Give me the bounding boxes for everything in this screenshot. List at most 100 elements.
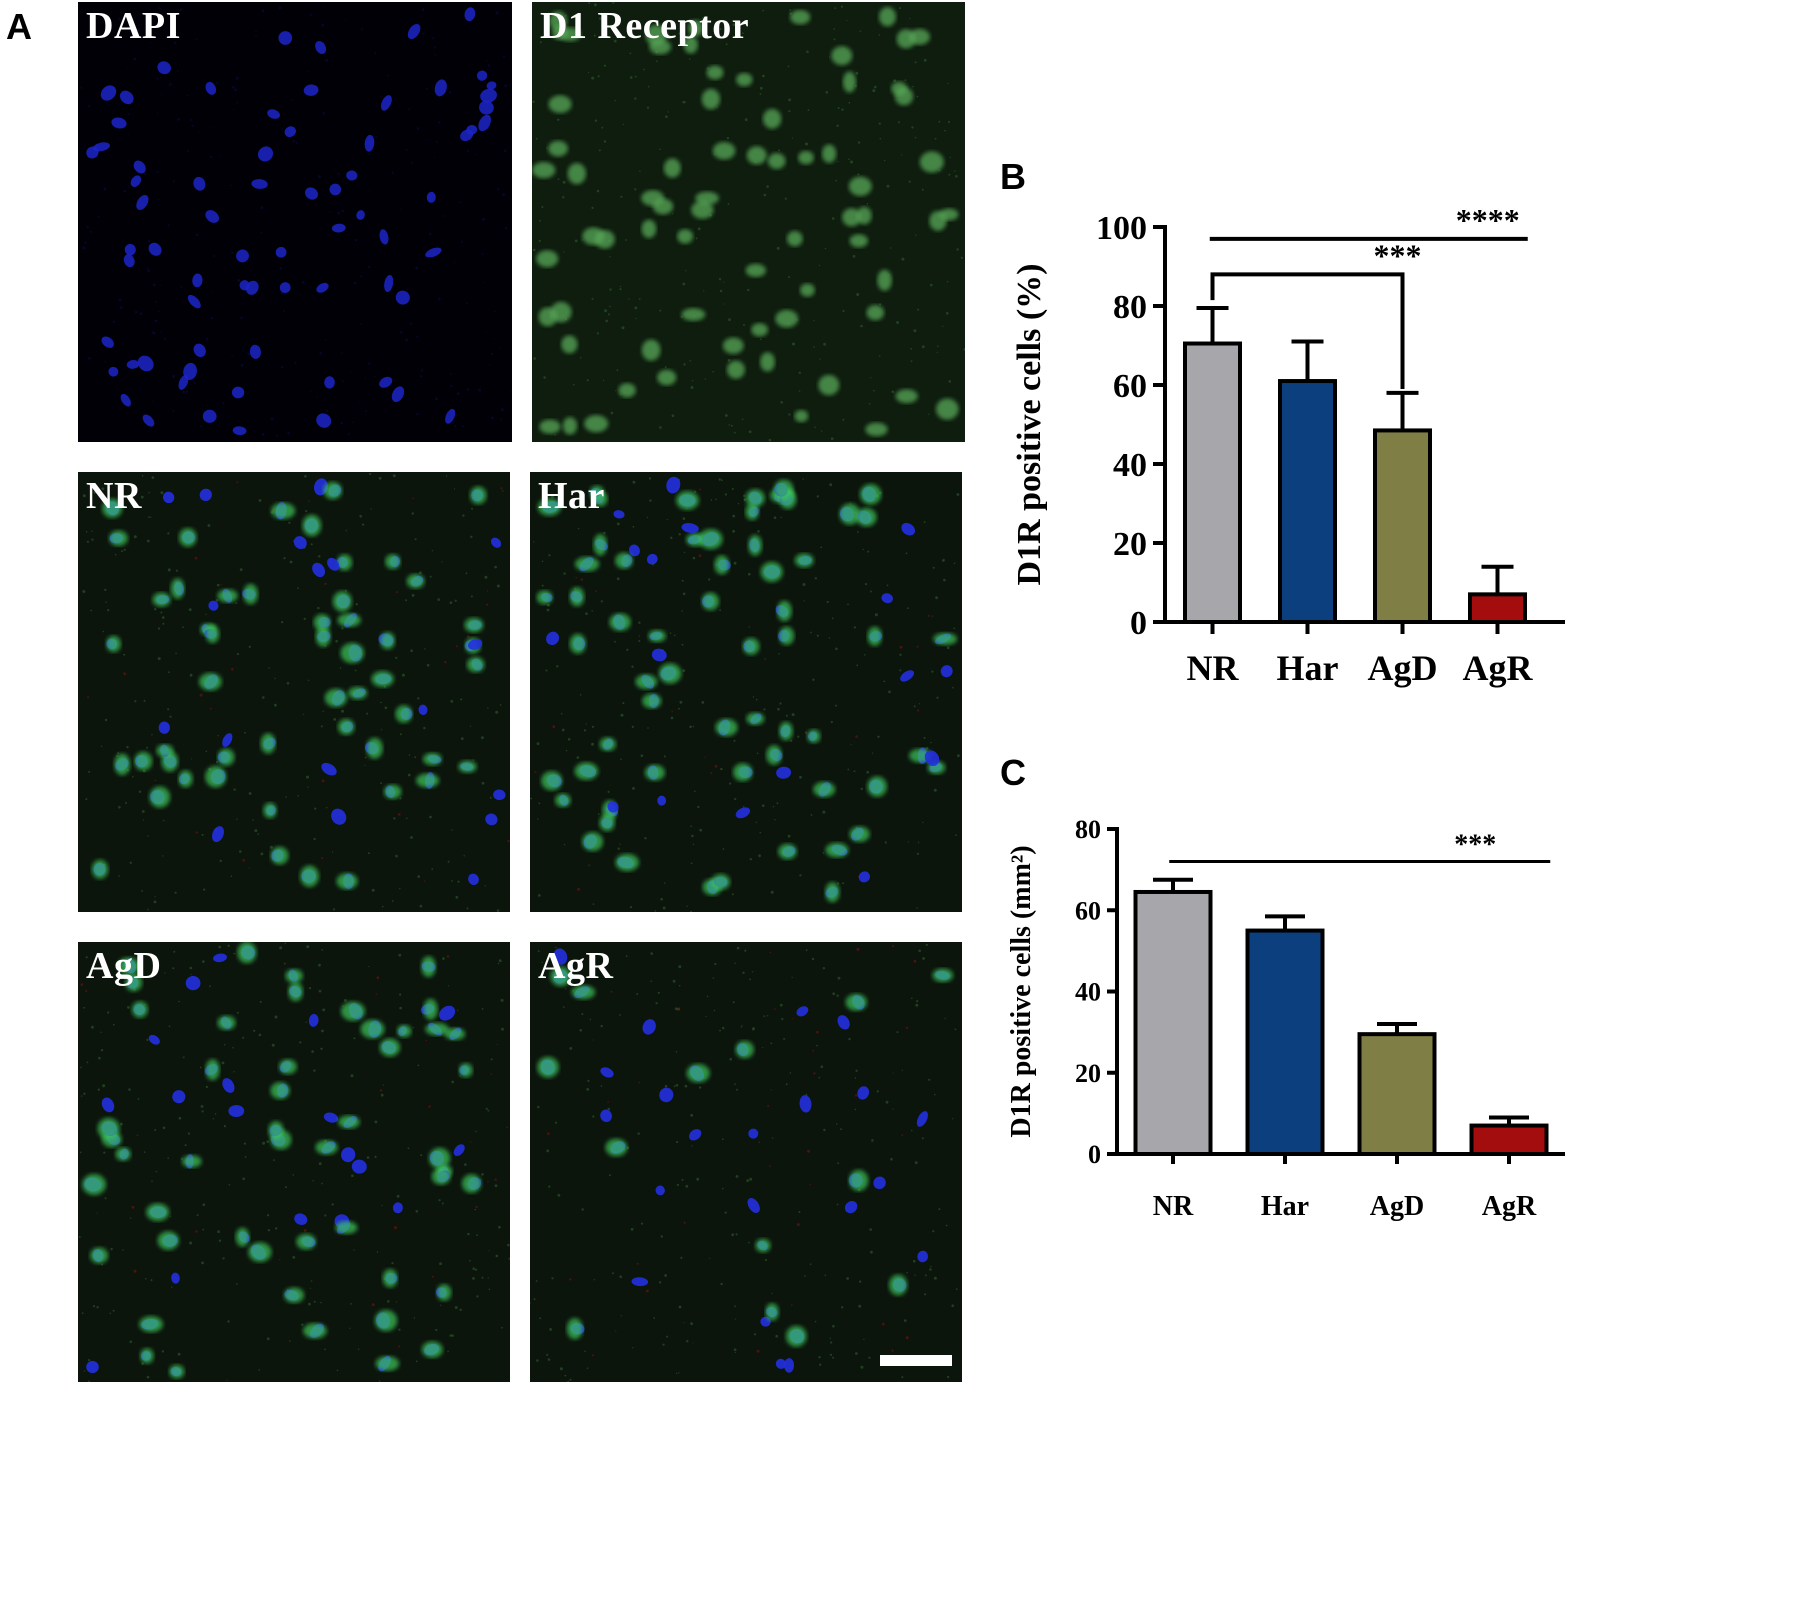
nucleus	[101, 336, 114, 348]
speckle	[435, 1328, 438, 1332]
speckle	[167, 568, 171, 572]
receptor-signal	[867, 776, 887, 797]
speckle	[646, 106, 650, 109]
speckle	[948, 173, 951, 176]
speckle	[886, 584, 889, 587]
receptor-signal	[746, 146, 767, 165]
speckle	[379, 1089, 383, 1092]
speckle	[202, 1228, 205, 1231]
speckle	[749, 858, 752, 861]
speckle	[818, 264, 820, 267]
speckle	[594, 119, 598, 122]
nucleus	[600, 1109, 612, 1123]
speckle	[767, 1104, 770, 1107]
speckle	[952, 1118, 954, 1120]
receptor-signal	[117, 957, 140, 975]
speckle	[319, 351, 322, 355]
speckle	[936, 351, 938, 353]
speckle	[723, 303, 725, 305]
speckle	[830, 1341, 833, 1344]
speckle	[104, 718, 108, 722]
speckle	[718, 278, 722, 281]
speckle	[921, 1137, 924, 1140]
speckle	[601, 126, 604, 129]
receptor-signal	[421, 956, 436, 977]
speckle	[367, 852, 370, 855]
speckle	[280, 365, 284, 369]
speckle	[749, 978, 751, 981]
speckle	[309, 1287, 312, 1289]
speckle	[80, 1066, 82, 1069]
speckle	[913, 705, 916, 708]
speckle	[918, 703, 920, 705]
scale-bar	[880, 1355, 952, 1366]
speckle	[368, 965, 370, 968]
speckle	[905, 1026, 909, 1029]
receptor-signal	[895, 389, 918, 404]
receptor-signal	[170, 578, 185, 599]
speckle	[781, 1017, 784, 1021]
speckle	[127, 134, 129, 136]
speckle	[449, 1334, 452, 1337]
receptor-signal	[303, 1323, 327, 1339]
receptor-signal	[848, 176, 872, 196]
speckle	[159, 331, 162, 333]
speckle	[410, 836, 413, 839]
nucleus	[747, 1198, 760, 1213]
speckle	[200, 1105, 204, 1108]
nucleus	[445, 408, 456, 424]
speckle	[589, 1018, 592, 1021]
speckle	[160, 284, 162, 286]
speckle	[756, 1349, 760, 1353]
speckle	[772, 806, 775, 808]
speckle	[592, 1039, 594, 1041]
speckle	[154, 1129, 157, 1131]
speckle	[266, 1337, 270, 1341]
speckle	[947, 82, 949, 85]
speckle	[806, 50, 809, 54]
speckle	[918, 949, 921, 953]
speckle	[873, 389, 875, 392]
speckle	[199, 1066, 202, 1069]
nucleus	[439, 1005, 456, 1021]
speckle	[501, 1027, 504, 1031]
receptor-signal	[599, 737, 616, 752]
speckle	[703, 290, 705, 292]
speckle	[481, 1008, 484, 1010]
speckle	[490, 1073, 493, 1075]
speckle	[226, 1379, 228, 1382]
speckle	[762, 1046, 764, 1049]
speckle	[660, 897, 663, 901]
nucleus	[379, 229, 389, 245]
speckle	[855, 1069, 858, 1072]
receptor-signal	[125, 973, 143, 992]
speckle	[770, 890, 774, 894]
speckle	[626, 648, 629, 651]
speckle	[946, 1375, 950, 1379]
speckle	[360, 28, 363, 31]
receptor-signal	[205, 1059, 220, 1081]
speckle	[167, 1157, 169, 1159]
speckle	[182, 390, 186, 394]
speckle	[510, 390, 512, 392]
speckle	[321, 857, 324, 859]
speckle	[734, 798, 737, 801]
nucleus	[799, 1095, 812, 1113]
nucleus	[479, 100, 494, 115]
speckle	[299, 1041, 302, 1044]
speckle	[398, 813, 401, 816]
speckle	[858, 1304, 862, 1308]
speckle	[107, 609, 110, 612]
speckle	[369, 63, 371, 65]
speckle	[455, 645, 458, 648]
speckle	[549, 1328, 552, 1331]
speckle	[301, 1323, 304, 1326]
speckle	[281, 621, 284, 624]
speckle	[856, 664, 859, 667]
speckle	[133, 535, 137, 539]
speckle	[539, 219, 541, 222]
speckle	[413, 1027, 415, 1029]
receptor-signal	[742, 637, 760, 655]
speckle	[281, 128, 283, 130]
speckle	[722, 848, 725, 850]
